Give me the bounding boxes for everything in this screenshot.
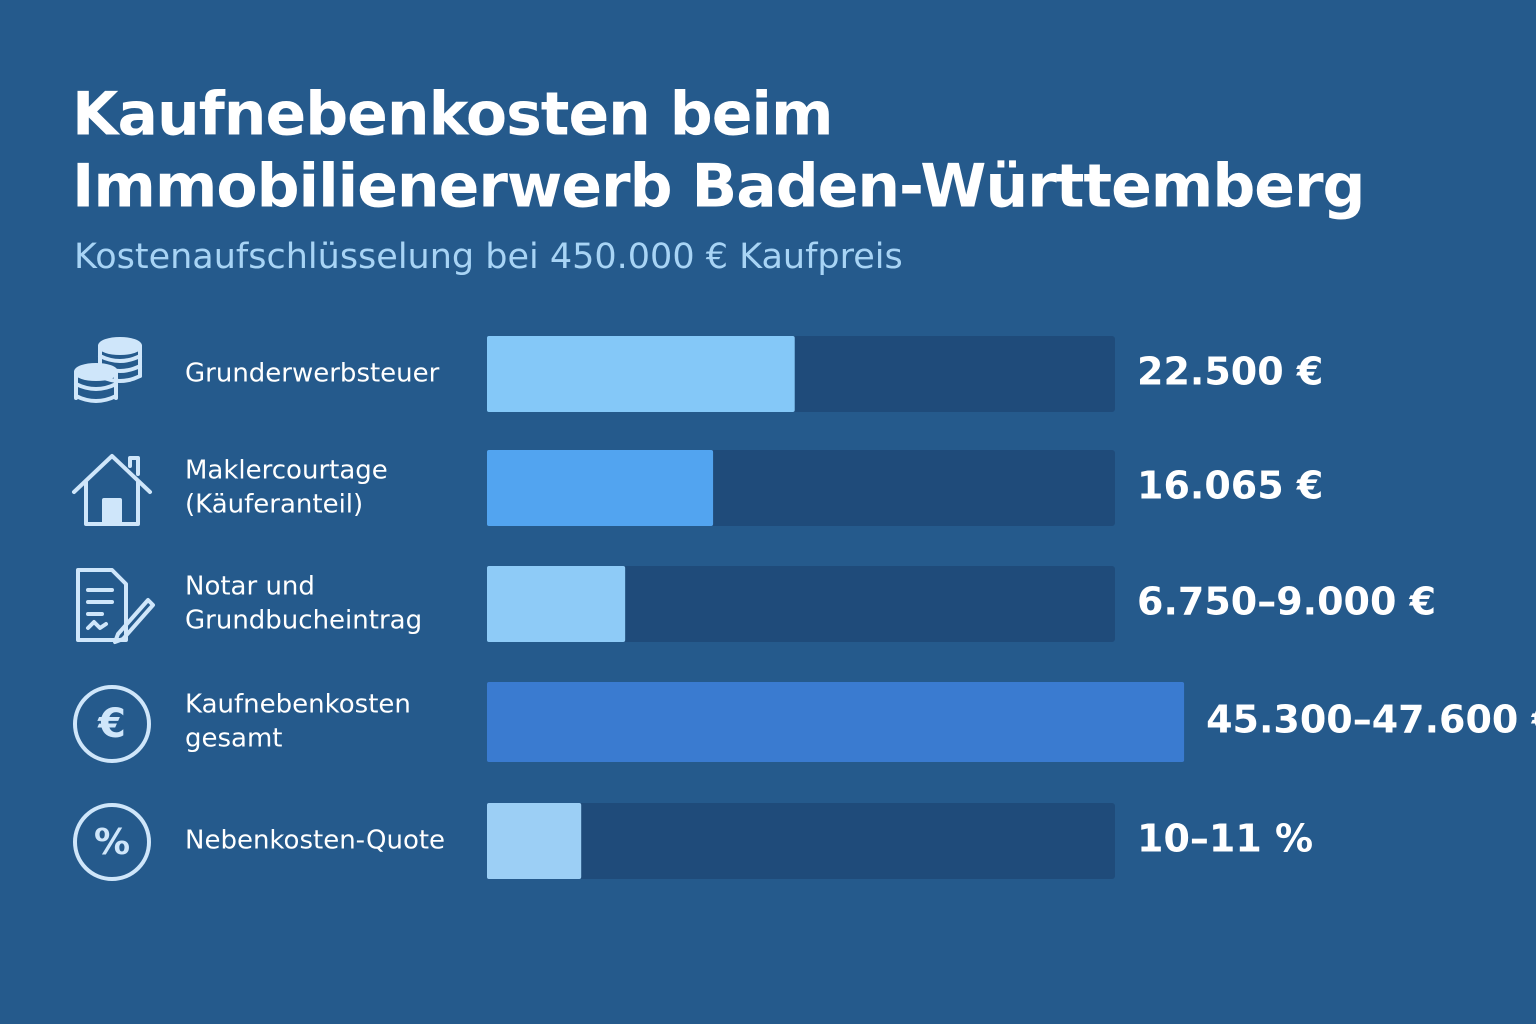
svg-text:%: %: [94, 822, 130, 863]
bar: [487, 803, 582, 879]
title-line: Kaufnebenkosten beim: [72, 80, 833, 150]
house-icon: [72, 454, 152, 526]
row-value: 22.500 €: [1137, 350, 1323, 394]
row-value: 45.300–47.600 €: [1206, 698, 1536, 742]
row-value: 10–11 %: [1137, 817, 1313, 861]
bar-track: [487, 566, 1115, 642]
row-label: Grundbucheintrag: [185, 606, 422, 636]
svg-text:€: €: [97, 701, 126, 747]
row-label: Maklercourtage: [185, 456, 388, 486]
euro-icon: €: [73, 685, 151, 763]
row-label: Nebenkosten-Quote: [185, 826, 445, 856]
row-label: gesamt: [185, 724, 283, 754]
row-label: (Käuferanteil): [185, 490, 363, 520]
bar: [487, 682, 1185, 762]
row-label: Kaufnebenkosten: [185, 690, 411, 720]
title-line: Immobilienerwerb Baden-Württemberg: [72, 152, 1365, 222]
row-label: Grunderwerbsteuer: [185, 359, 440, 389]
row-value: 6.750–9.000 €: [1137, 580, 1436, 624]
bar: [487, 336, 795, 412]
subtitle: Kostenaufschlüsselung bei 450.000 € Kauf…: [74, 237, 903, 277]
bar-track: [487, 803, 1115, 879]
bar: [487, 450, 714, 526]
row-label: Notar und: [185, 572, 315, 602]
percent-icon: %: [73, 803, 151, 881]
document-icon: [76, 568, 155, 644]
coins-icon: [74, 337, 142, 403]
row-value: 16.065 €: [1137, 464, 1323, 508]
bar: [487, 566, 626, 642]
